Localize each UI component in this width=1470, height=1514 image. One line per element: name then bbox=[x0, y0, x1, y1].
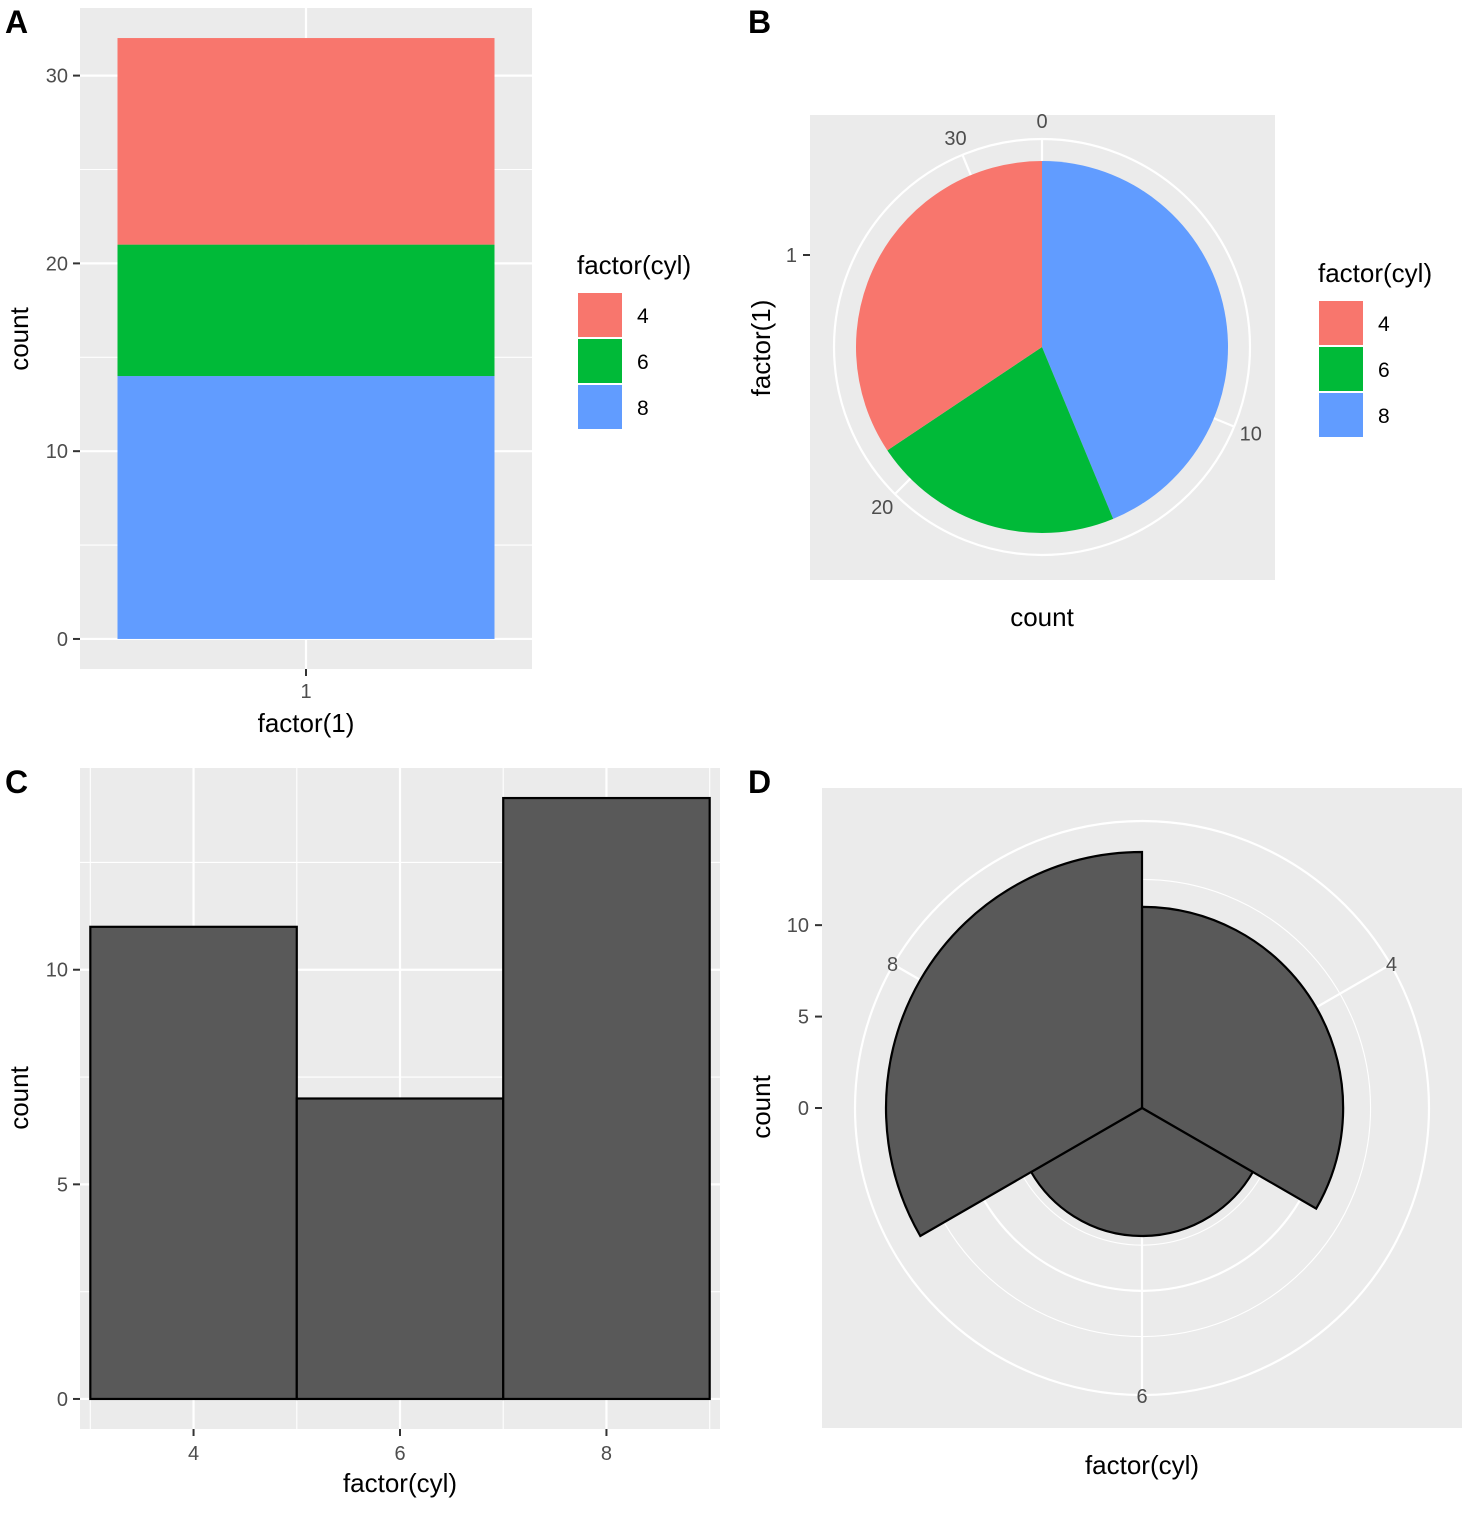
panel-d-y-title: count bbox=[746, 1074, 776, 1138]
panel-d-tag: D bbox=[748, 764, 771, 800]
panel-c-x-tick-label: 8 bbox=[601, 1443, 612, 1465]
panel-a-legend-label-6: 6 bbox=[637, 351, 649, 374]
panel-a-legend-label-8: 8 bbox=[637, 397, 649, 420]
panel-c-x-tick-label: 4 bbox=[188, 1443, 199, 1465]
panel-d-theta-label: 6 bbox=[1136, 1386, 1147, 1408]
panel-a-y-tick-label: 10 bbox=[46, 441, 68, 463]
panel-b-theta-axis: 0 10 20 30 bbox=[871, 111, 1262, 519]
panel-a-x-axis: 1 bbox=[300, 669, 312, 703]
panel-a-legend-key-6 bbox=[576, 337, 624, 385]
panel-a-x-tick-label: 1 bbox=[300, 681, 311, 703]
panel-a-legend-label-4: 4 bbox=[637, 305, 649, 328]
panel-b-tag: B bbox=[748, 4, 771, 40]
panel-c-bar-8 bbox=[502, 796, 711, 1401]
panel-b: B 0 10 20 30 1 count factor(1) factor(cyl) … bbox=[746, 4, 1432, 632]
panel-b-legend-title: factor(cyl) bbox=[1318, 258, 1432, 288]
panel-b-legend-key-8 bbox=[1317, 391, 1365, 439]
panel-b-slice-8 bbox=[1042, 160, 1229, 519]
panel-d-y-axis: 0 5 10 bbox=[787, 915, 822, 1120]
panel-a-y-title: count bbox=[4, 306, 34, 370]
panel-a-y-tick-label: 30 bbox=[46, 66, 68, 88]
panel-b-legend-label-4: 4 bbox=[1378, 313, 1390, 336]
panel-c-x-title: factor(cyl) bbox=[343, 1468, 457, 1498]
panel-d-bars bbox=[884, 850, 1345, 1238]
panel-a-y-tick-label: 0 bbox=[57, 629, 68, 651]
panel-d-bar-8 bbox=[884, 850, 1144, 1238]
panel-c-x-axis: 4 6 8 bbox=[188, 1429, 612, 1465]
panel-a-legend-key-8 bbox=[576, 383, 624, 431]
panel-a-legend: factor(cyl) 4 6 8 bbox=[576, 250, 691, 431]
panel-c-bar-6 bbox=[295, 1097, 505, 1401]
panel-c-y-tick-label: 10 bbox=[46, 960, 68, 982]
panel-b-theta-label: 20 bbox=[871, 497, 893, 519]
panel-b-legend-label-6: 6 bbox=[1378, 359, 1390, 382]
panel-b-legend-label-8: 8 bbox=[1378, 405, 1390, 428]
panel-b-legend-key-4 bbox=[1317, 299, 1365, 347]
panel-b-y-axis: 1 bbox=[786, 245, 810, 267]
panel-b-theta-label: 30 bbox=[944, 128, 966, 150]
panel-d-y-tick-label: 10 bbox=[787, 915, 809, 937]
panel-a-legend-key-4 bbox=[576, 291, 624, 339]
panel-b-legend: factor(cyl) 4 6 8 bbox=[1317, 258, 1432, 439]
panel-b-slices bbox=[856, 160, 1229, 534]
panel-a-bars bbox=[117, 38, 495, 639]
panel-c-y-tick-label: 5 bbox=[57, 1174, 68, 1196]
panel-a-bar-6 bbox=[117, 244, 495, 377]
panel-c-y-title: count bbox=[4, 1065, 34, 1129]
panel-b-legend-key-6 bbox=[1317, 345, 1365, 393]
panel-c-y-axis: 0 5 10 bbox=[46, 960, 80, 1411]
panel-d-theta-axis: 4 6 8 bbox=[887, 954, 1397, 1408]
panel-d-theta-label: 8 bbox=[887, 954, 898, 976]
panel-d-y-tick-label: 0 bbox=[798, 1098, 809, 1120]
panel-c-y-tick-label: 0 bbox=[57, 1389, 68, 1411]
panel-c-tag: C bbox=[5, 764, 28, 800]
panel-c: C 0 5 10 4 6 8 factor(cyl) count bbox=[4, 764, 720, 1498]
panel-c-bars bbox=[89, 796, 711, 1401]
panel-c-bar-4 bbox=[89, 925, 298, 1401]
panel-a-x-title: factor(1) bbox=[258, 708, 355, 738]
panel-d: D 4 6 8 0 5 10 factor(cyl) count bbox=[746, 764, 1462, 1480]
panel-d-y-tick-label: 5 bbox=[798, 1007, 809, 1029]
panel-a-bar-4 bbox=[117, 38, 495, 245]
panel-d-bar-6 bbox=[1029, 1106, 1255, 1238]
panel-c-x-tick-label: 6 bbox=[394, 1443, 405, 1465]
panel-b-x-title: count bbox=[1010, 602, 1074, 632]
panel-b-y-title: factor(1) bbox=[746, 300, 776, 397]
panel-b-theta-label: 10 bbox=[1240, 423, 1262, 445]
panel-d-theta-label: 4 bbox=[1386, 954, 1397, 976]
panel-b-slice-4 bbox=[856, 161, 1042, 451]
panel-b-y-tick-label: 1 bbox=[786, 245, 797, 267]
panel-a-y-axis: 0 10 20 30 bbox=[46, 66, 80, 651]
panel-b-slice-6 bbox=[887, 347, 1114, 534]
panel-a-bar-8 bbox=[117, 376, 495, 639]
panel-a-y-tick-label: 20 bbox=[46, 253, 68, 275]
panel-d-x-title: factor(cyl) bbox=[1085, 1450, 1199, 1480]
panel-a: A 0 10 20 30 1 factor(1) count factor(cyl) … bbox=[4, 4, 691, 738]
panel-b-theta-label: 0 bbox=[1036, 111, 1047, 133]
panel-a-legend-title: factor(cyl) bbox=[577, 250, 691, 280]
panel-d-bar-4 bbox=[1140, 905, 1345, 1211]
panel-a-tag: A bbox=[5, 4, 28, 40]
